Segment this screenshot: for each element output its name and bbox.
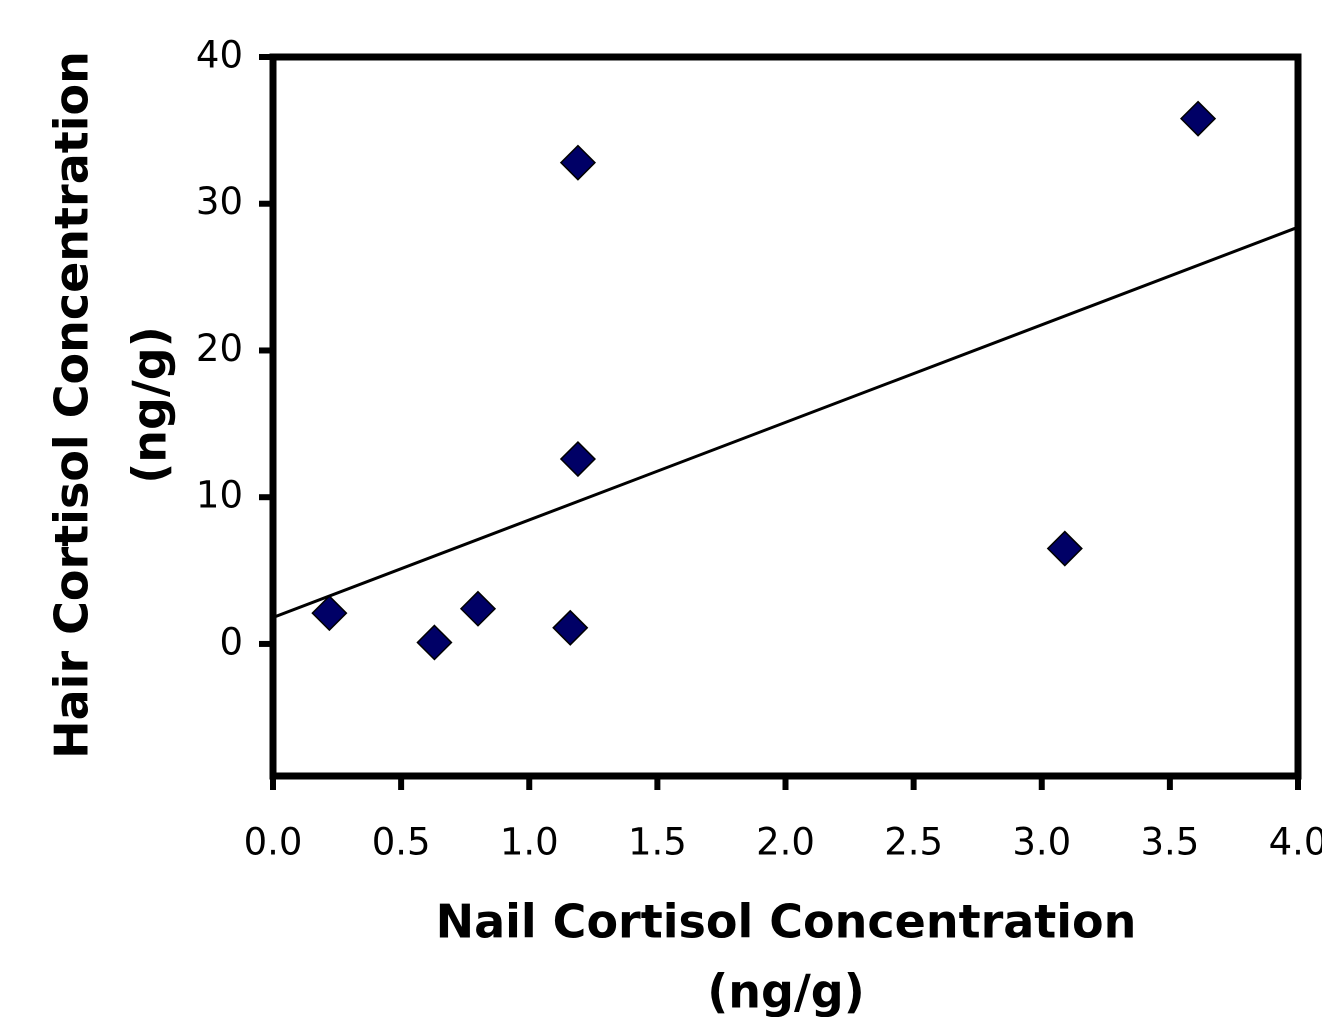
- plot-frame: [269, 53, 1302, 780]
- data-point: [1046, 530, 1083, 567]
- y-tick-label: 10: [196, 474, 243, 517]
- trendline: [273, 225, 1298, 619]
- x-tick-label: 3.0: [1012, 821, 1071, 864]
- y-tick-label: 40: [196, 34, 243, 77]
- x-axis-title: Nail Cortisol Concentration: [436, 895, 1137, 949]
- data-point: [559, 440, 596, 478]
- data-point: [559, 144, 596, 181]
- x-axis-title: (ng/g): [707, 965, 864, 1017]
- x-tick-label: 2.0: [756, 821, 815, 864]
- data-point: [1180, 100, 1217, 137]
- x-tick-label: 1.0: [500, 821, 559, 864]
- x-tick-label: 1.5: [628, 821, 687, 864]
- data-point: [416, 624, 453, 661]
- y-tick-label: 20: [196, 327, 243, 370]
- x-tick-label: 0.0: [244, 821, 303, 864]
- y-tick-label: 0: [219, 620, 243, 663]
- data-point: [552, 609, 589, 646]
- data-point: [459, 590, 497, 627]
- x-tick-label: 2.5: [884, 821, 943, 864]
- y-axis-title: Hair Cortisol Concentration: [45, 51, 99, 759]
- x-tick-label: 3.5: [1140, 821, 1199, 864]
- trendline-clip: [273, 225, 1298, 619]
- y-tick-label: 30: [196, 180, 243, 223]
- data-point: [311, 595, 348, 632]
- x-tick-label: 0.5: [372, 821, 431, 864]
- y-axis-title: (ng/g): [123, 326, 177, 483]
- x-tick-label: 4.0: [1269, 821, 1322, 864]
